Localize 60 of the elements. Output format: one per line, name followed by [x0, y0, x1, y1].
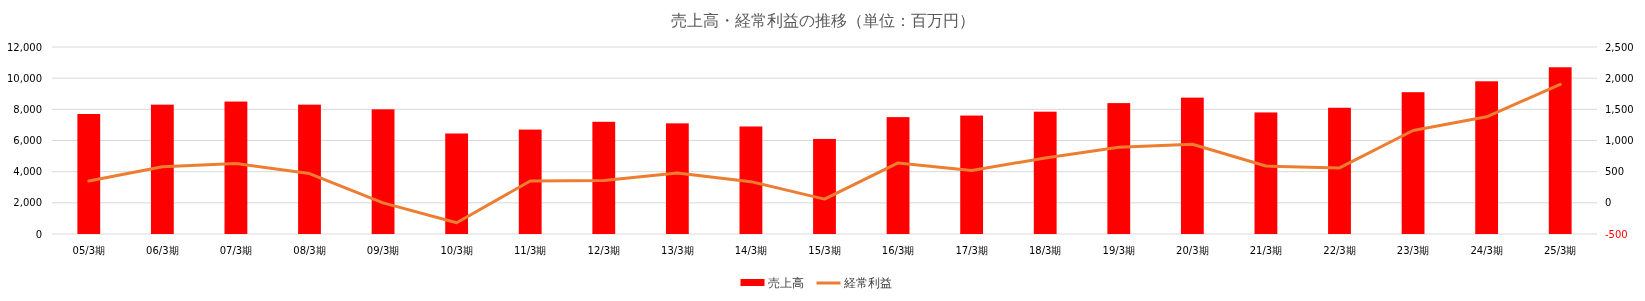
bar — [1548, 67, 1572, 234]
legend-label: 経常利益 — [842, 276, 892, 291]
bar — [371, 109, 395, 234]
x-tick-label: 13/3期 — [661, 245, 694, 256]
bar — [77, 114, 101, 234]
x-tick-label: 08/3期 — [293, 245, 326, 256]
x-tick-label: 25/3期 — [1543, 245, 1577, 256]
bar — [886, 117, 910, 234]
x-tick-label: 07/3期 — [219, 245, 253, 256]
y2-tick-label: 500 — [1605, 166, 1625, 178]
y2-tick-label: 2,000 — [1605, 72, 1634, 84]
line-series — [87, 82, 1562, 225]
x-tick-label: 17/3期 — [955, 245, 988, 256]
x-tick-label: 09/3期 — [366, 245, 400, 256]
x-tick-label: 23/3期 — [1396, 245, 1430, 256]
bar — [739, 126, 763, 234]
x-tick-label: 15/3期 — [808, 245, 841, 256]
x-tick-label: 18/3期 — [1028, 245, 1062, 256]
bar — [1033, 111, 1057, 234]
x-tick-label: 19/3期 — [1102, 245, 1136, 256]
x-tick-label: 22/3期 — [1323, 245, 1356, 256]
y-tick-label: 10,000 — [7, 72, 42, 84]
y2-tick-label: 1,000 — [1605, 135, 1634, 146]
x-tick-label: 20/3期 — [1176, 245, 1209, 256]
bar — [150, 104, 174, 234]
x-tick-label: 05/3期 — [72, 245, 106, 256]
x-tick-label: 24/3期 — [1470, 245, 1503, 256]
bar — [813, 138, 836, 234]
bar — [592, 121, 616, 234]
x-tick-label: 21/3期 — [1249, 245, 1283, 256]
bar — [665, 123, 689, 234]
bar — [1475, 81, 1499, 234]
y-tick-label: 6,000 — [13, 135, 42, 146]
x-tick-label: 10/3期 — [440, 245, 473, 256]
bar — [1401, 92, 1425, 234]
x-tick-label: 16/3期 — [881, 245, 915, 256]
bar — [224, 101, 248, 234]
x-tick-label: 06/3期 — [146, 245, 179, 256]
bar — [1107, 103, 1131, 234]
bar — [1328, 107, 1351, 234]
y-tick-label: 0 — [35, 228, 42, 240]
x-tick-label: 14/3期 — [734, 245, 768, 256]
y-tick-label: 12,000 — [7, 41, 42, 53]
y-tick-label: 8,000 — [13, 103, 42, 115]
x-tick-label: 12/3期 — [587, 245, 621, 256]
bar — [298, 104, 321, 234]
y2-tick-label: 0 — [1605, 197, 1612, 209]
chart-title: 売上高・経常利益の推移（単位：百万円） — [670, 11, 975, 30]
bar — [445, 133, 469, 234]
bar — [518, 129, 542, 234]
bar — [1254, 112, 1278, 234]
y2-tick-label: 2,500 — [1605, 41, 1634, 53]
bar — [960, 115, 984, 234]
x-tick-label: 11/3期 — [513, 245, 547, 256]
y2-tick-label: 1,500 — [1605, 103, 1634, 115]
legend-label: 売上高 — [767, 276, 804, 291]
y2-tick-label: -500 — [1605, 228, 1628, 240]
y-tick-label: 2,000 — [13, 197, 42, 209]
bar — [1180, 97, 1204, 234]
y-tick-label: 4,000 — [13, 166, 42, 178]
